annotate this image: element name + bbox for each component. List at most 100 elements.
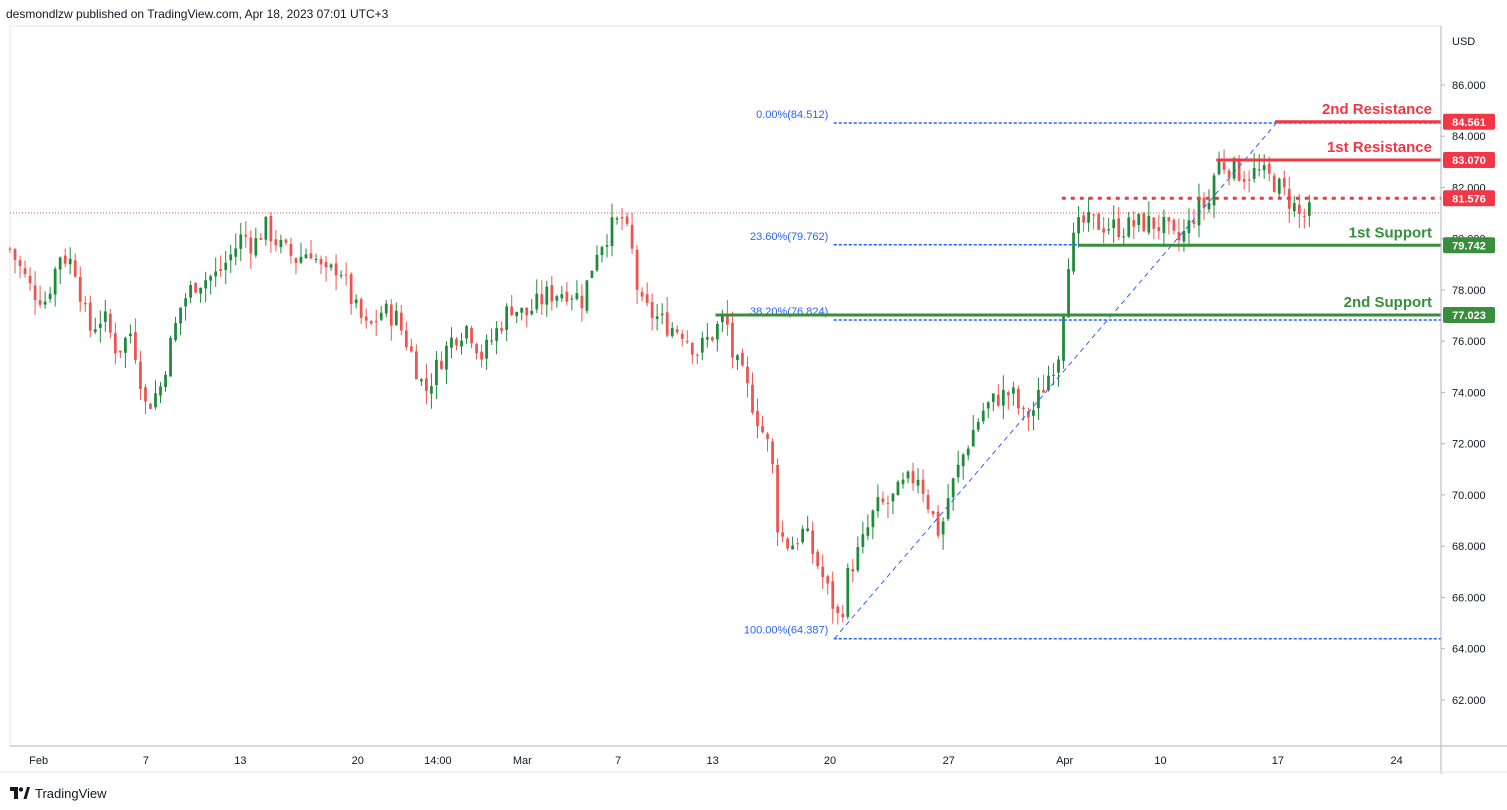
candle-body bbox=[309, 253, 313, 259]
candle-body bbox=[384, 303, 388, 314]
candle-body bbox=[956, 464, 960, 478]
candle-body bbox=[1152, 217, 1156, 229]
candle-body bbox=[991, 393, 995, 402]
y-tick-label: 68.000 bbox=[1452, 541, 1486, 553]
candle-body bbox=[103, 311, 107, 322]
candle-body bbox=[249, 237, 253, 254]
candle-body bbox=[179, 307, 182, 324]
candle-body bbox=[13, 249, 17, 260]
price-badge bbox=[1443, 190, 1495, 207]
candle-body bbox=[93, 329, 97, 332]
candle-body bbox=[921, 479, 925, 494]
candle-body bbox=[43, 301, 47, 305]
candle-body bbox=[8, 248, 12, 250]
candle-body bbox=[209, 276, 213, 281]
candle-body bbox=[1277, 178, 1281, 194]
x-tick-label: 17 bbox=[1272, 755, 1284, 767]
resistance-level-name: 1st Resistance bbox=[1327, 139, 1432, 156]
candle-body bbox=[540, 294, 544, 305]
candle-body bbox=[1137, 213, 1141, 226]
candle-body bbox=[194, 283, 198, 293]
candle-body bbox=[349, 274, 353, 304]
price-badge-label: 83.070 bbox=[1452, 155, 1486, 167]
candle-body bbox=[319, 258, 323, 265]
candle-body bbox=[134, 332, 137, 360]
candle-body bbox=[78, 276, 82, 302]
publisher-attribution: desmondlzw published on TradingView.com,… bbox=[6, 7, 389, 21]
candle-body bbox=[450, 337, 453, 348]
candle-body bbox=[1297, 204, 1301, 214]
candle-body bbox=[224, 262, 228, 270]
fib-level-label: 100.00%(64.387) bbox=[744, 625, 828, 637]
y-tick-label: 70.000 bbox=[1452, 490, 1486, 502]
candle-body bbox=[329, 264, 333, 268]
candle-body bbox=[685, 340, 689, 342]
candle-body bbox=[961, 454, 965, 467]
candle-body bbox=[660, 313, 664, 316]
candle-body bbox=[500, 328, 504, 331]
candle-body bbox=[1072, 232, 1075, 272]
candle-body bbox=[931, 511, 935, 515]
y-tick-label: 66.000 bbox=[1452, 592, 1486, 604]
candle-body bbox=[1082, 215, 1085, 223]
plot-area: 0.00%(84.512)23.60%(79.762)38.20%(76.824… bbox=[8, 101, 1442, 640]
candle-body bbox=[58, 257, 62, 270]
candle-body bbox=[1112, 219, 1116, 229]
candle-body bbox=[1217, 160, 1221, 175]
candle-body bbox=[545, 286, 549, 305]
candle-body bbox=[83, 302, 87, 305]
candle-body bbox=[1117, 218, 1121, 238]
candle-body bbox=[941, 521, 945, 535]
candle-body bbox=[269, 215, 273, 242]
candle-body bbox=[23, 268, 27, 275]
candle-body bbox=[1197, 197, 1201, 226]
candle-body bbox=[670, 327, 674, 336]
candle-body bbox=[38, 300, 42, 305]
candle-body bbox=[28, 275, 32, 284]
price-axis: USD 62.000 64.000 66.000 68.000 70.000 72.000 7… bbox=[1440, 26, 1495, 774]
candle-body bbox=[18, 260, 22, 267]
x-tick-label: Mar bbox=[513, 755, 532, 767]
candle-body bbox=[435, 359, 438, 385]
tradingview-logo-icon bbox=[10, 787, 30, 799]
candle-body bbox=[1247, 179, 1251, 181]
candle-body bbox=[871, 510, 875, 528]
candle-body bbox=[695, 354, 699, 356]
candle-body bbox=[1237, 159, 1241, 181]
candle-body bbox=[445, 345, 448, 370]
x-tick-label: 24 bbox=[1391, 755, 1403, 767]
price-badge-label: 79.742 bbox=[1452, 240, 1486, 252]
candle-body bbox=[1212, 175, 1216, 206]
candle-body bbox=[440, 360, 443, 369]
candle-body bbox=[1107, 229, 1111, 231]
candle-body bbox=[1262, 165, 1266, 171]
candle-body bbox=[129, 333, 132, 336]
tradingview-brand[interactable]: TradingView bbox=[10, 784, 107, 802]
candle-body bbox=[816, 551, 820, 567]
candle-body bbox=[399, 312, 403, 331]
price-badge bbox=[1443, 237, 1495, 254]
candle-body bbox=[404, 330, 408, 348]
candle-body bbox=[715, 324, 719, 340]
candle-body bbox=[234, 248, 238, 257]
candle-body bbox=[605, 245, 609, 247]
candle-body bbox=[1292, 203, 1296, 212]
candle-body bbox=[154, 393, 157, 408]
candle-body bbox=[731, 322, 734, 358]
price-badge bbox=[1443, 306, 1495, 323]
candle-body bbox=[645, 294, 649, 304]
candle-body bbox=[550, 285, 554, 302]
candle-body bbox=[776, 464, 779, 533]
candle-body bbox=[826, 576, 830, 584]
price-badge-label: 81.576 bbox=[1452, 193, 1486, 205]
candle-body bbox=[891, 493, 895, 502]
candle-body bbox=[53, 268, 57, 295]
candle-body bbox=[951, 478, 955, 498]
candle-body bbox=[254, 238, 258, 256]
x-tick-label: 13 bbox=[706, 755, 718, 767]
candle-body bbox=[1222, 162, 1226, 170]
candle-body bbox=[615, 218, 619, 220]
x-tick-label: Feb bbox=[29, 755, 48, 767]
candle-body bbox=[460, 340, 463, 347]
